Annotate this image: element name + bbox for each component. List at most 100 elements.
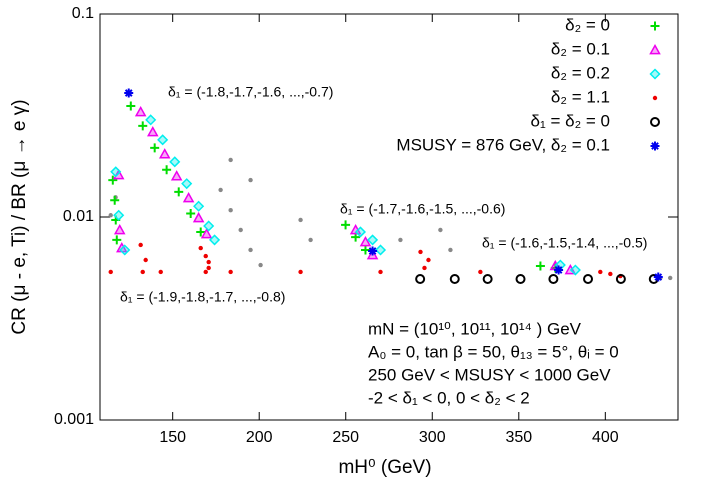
data-point (119, 244, 131, 256)
data-point (548, 273, 559, 284)
x-tick-label: 250 (332, 429, 359, 446)
data-point (248, 247, 253, 253)
data-point (143, 257, 148, 263)
data-point (218, 187, 223, 193)
legend-marker (650, 141, 660, 151)
legend-label: δ₂ = 1.1 (551, 87, 610, 106)
data-point (653, 272, 663, 282)
y-tick-label: 0.001 (54, 411, 94, 428)
legend-label: δ₂ = 0 (565, 15, 610, 34)
data-point (415, 273, 426, 284)
data-point (206, 265, 211, 271)
data-point (150, 143, 160, 153)
legend-marker (652, 95, 658, 101)
data-point (554, 265, 564, 275)
data-point (113, 209, 125, 221)
data-point (258, 262, 263, 268)
data-point (186, 209, 196, 219)
data-point (341, 220, 351, 230)
data-point (308, 237, 313, 243)
data-point (368, 246, 378, 256)
data-point (515, 273, 526, 284)
data-point (138, 242, 143, 248)
annotation: δ₁ = (-1.9,-1.8,-1.7, ...,-0.8) (120, 289, 285, 305)
data-point (145, 114, 157, 126)
data-point (157, 134, 169, 146)
legend-label: δ₁ = δ₂ = 0 (531, 111, 610, 130)
data-point (170, 170, 183, 181)
data-point (113, 223, 126, 235)
y-tick-label: 0.01 (63, 208, 94, 225)
data-point (238, 227, 243, 233)
data-point (112, 235, 122, 245)
data-point (298, 217, 303, 223)
data-point (108, 175, 118, 185)
data-point (193, 200, 205, 212)
data-point (359, 235, 372, 247)
data-point (203, 220, 215, 232)
data-point (209, 234, 221, 246)
data-point (248, 177, 253, 183)
data-point (138, 121, 148, 131)
data-point (398, 237, 403, 243)
x-tick-label: 150 (159, 429, 186, 446)
data-point (569, 264, 581, 276)
data-point (206, 259, 211, 265)
data-point (162, 165, 172, 175)
data-point (438, 227, 443, 233)
data-point (198, 245, 203, 251)
data-point (196, 227, 206, 237)
data-point (181, 178, 193, 190)
data-point (174, 187, 184, 197)
data-point (158, 148, 171, 159)
data-point (598, 269, 603, 275)
data-point (147, 126, 159, 137)
x-tick-label: 350 (505, 429, 532, 446)
legend-label: δ₂ = 0.2 (551, 63, 610, 82)
x-tick-label: 400 (592, 429, 619, 446)
annotation: δ₁ = (-1.7,-1.6,-1.5, ...,-0.6) (340, 201, 505, 217)
data-point (448, 247, 453, 253)
data-point (228, 208, 233, 213)
annotation: δ₁ = (-1.6,-1.5,-1.4, ...,-0.5) (482, 235, 647, 251)
x-axis-label: mH⁰ (GeV) (338, 457, 431, 478)
data-point (449, 273, 460, 284)
data-point (668, 275, 673, 281)
legend-marker (649, 43, 661, 55)
legend-marker (650, 117, 660, 127)
y-tick-label: 0.1 (72, 5, 94, 22)
info-text: mN = (10¹⁰, 10¹¹, 10¹⁴ ) GeV (368, 319, 582, 338)
data-point (366, 234, 379, 246)
data-point (228, 269, 233, 275)
info-text: A₀ = 0, tan β = 50, θ₁₃ = 5°, θᵢ = 0 (368, 342, 619, 361)
data-point (182, 191, 195, 203)
x-tick-label: 200 (246, 429, 273, 446)
data-point (140, 269, 145, 275)
data-point (608, 271, 613, 277)
data-point (378, 269, 383, 275)
data-point (426, 257, 431, 263)
data-point (482, 273, 493, 284)
legend-label: δ₂ = 0.1 (551, 39, 610, 58)
data-point (418, 249, 423, 255)
data-point (126, 101, 136, 111)
data-point (108, 213, 113, 218)
data-point (583, 273, 594, 284)
data-point (110, 166, 122, 178)
data-point (169, 156, 181, 168)
data-point (192, 211, 205, 223)
data-point (360, 245, 370, 255)
info-text: -2 < δ₁ < 0, 0 < δ₂ < 2 (368, 388, 530, 407)
info-text: 250 GeV < MSUSY < 1000 GeV (368, 365, 611, 384)
x-tick-label: 300 (419, 429, 446, 446)
data-point (354, 226, 367, 238)
data-point (200, 228, 213, 239)
data-point (134, 105, 147, 117)
data-point (298, 269, 303, 275)
legend-label: MSUSY = 876 GeV, δ₂ = 0.1 (396, 135, 610, 154)
data-point (158, 269, 163, 275)
data-point (124, 88, 134, 98)
y-axis-label: CR (μ - e, Ti) / BR (μ → e γ) (9, 99, 30, 334)
data-point (615, 273, 626, 284)
